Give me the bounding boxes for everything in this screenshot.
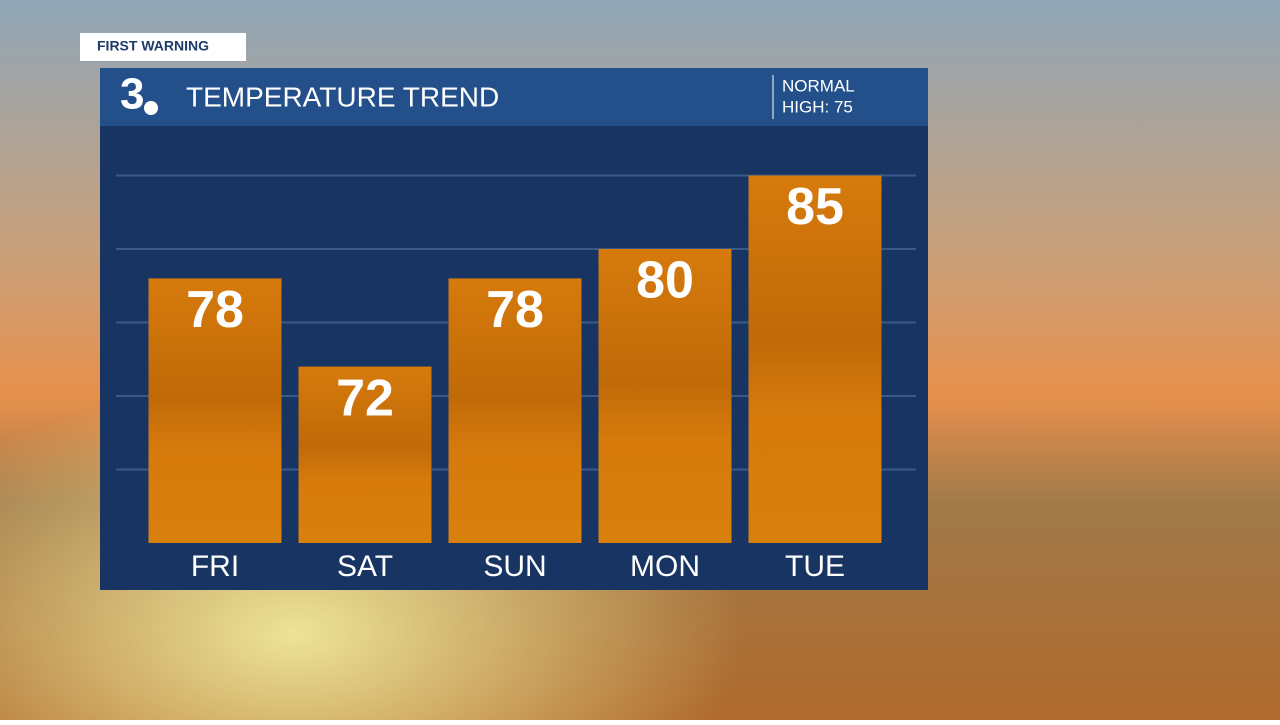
- x-tick-label: SUN: [483, 550, 546, 583]
- badge-box: [80, 33, 246, 61]
- logo-eye: [144, 101, 158, 115]
- value-label: 80: [636, 252, 694, 310]
- badge: FIRST WARNING: [97, 38, 209, 54]
- bar: [598, 249, 732, 543]
- value-label: 85: [786, 178, 844, 236]
- value-label: 72: [336, 369, 394, 427]
- bar: [148, 278, 282, 543]
- bar: [448, 278, 582, 543]
- bar: [748, 175, 882, 543]
- bar: [298, 366, 432, 543]
- x-tick-label: TUE: [785, 550, 845, 583]
- value-label: 78: [486, 281, 544, 339]
- logo: 3: [120, 70, 144, 119]
- x-tick-label: MON: [630, 550, 700, 583]
- chart-title: TEMPERATURE TREND: [186, 81, 499, 112]
- x-tick-label: FRI: [191, 550, 239, 583]
- value-label: 78: [186, 281, 244, 339]
- x-tick-label: SAT: [337, 550, 393, 583]
- annotation: NORMAL: [782, 76, 855, 95]
- header-bar: [100, 68, 928, 126]
- annotation: HIGH: 75: [782, 97, 853, 116]
